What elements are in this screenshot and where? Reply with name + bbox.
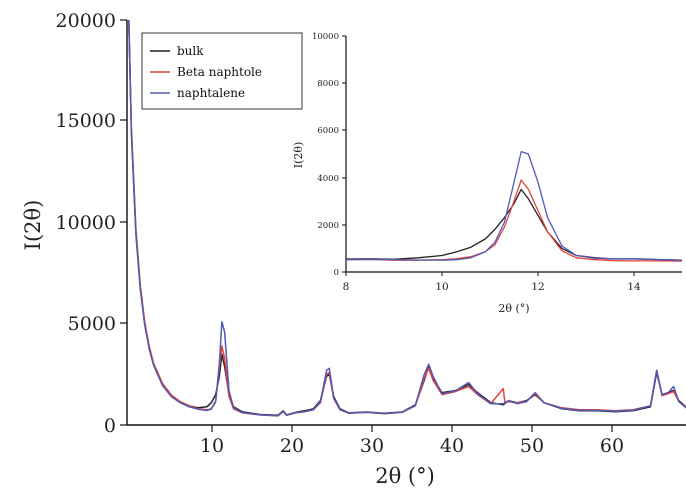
inset-x-tick-label: 8: [343, 281, 350, 293]
legend-label-beta-naphtole: Beta naphtole: [177, 65, 262, 79]
main-x-axis-title: 2θ (°): [375, 464, 435, 488]
inset-background: [346, 36, 683, 273]
inset-y-axis-title: I(2θ): [292, 142, 305, 169]
inset-x-axis-title: 2θ (°): [498, 302, 529, 315]
inset-series-group: [345, 150, 683, 262]
main-y-tick-labels: 0 5000 10000 15000 20000: [56, 10, 116, 437]
main-y-ticks: [120, 19, 127, 426]
inset-y-tick-labels: 0 2000 4000 6000 8000 10000: [312, 32, 339, 278]
inset-y-tick-label: 0: [334, 268, 339, 278]
legend-box: [141, 32, 303, 110]
main-y-tick-label: 0: [104, 415, 116, 437]
main-x-tick-label: 60: [600, 435, 624, 457]
main-x-tick-label: 30: [360, 435, 384, 457]
main-x-ticks: [211, 425, 613, 432]
main-y-axis-title: I(2θ): [21, 200, 45, 251]
main-y-tick-label: 15000: [56, 110, 116, 132]
inset-y-ticks: [342, 35, 346, 273]
main-series-group: [128, 19, 686, 417]
inset-y-tick-label: 10000: [312, 32, 339, 42]
main-y-tick-label: 5000: [68, 313, 116, 335]
main-x-tick-label: 10: [200, 435, 224, 457]
inset-x-tick-labels: 8 10 12 14: [343, 281, 641, 293]
inset-y-tick-label: 2000: [317, 221, 339, 231]
main-plot: 0 5000 10000 15000 20000 10 20 30 40 50 …: [21, 10, 686, 488]
inset-x-tick-label: 14: [627, 281, 641, 293]
main-y-tick-label: 20000: [56, 10, 116, 32]
legend: bulk Beta naphtole naphtalene: [141, 32, 303, 110]
main-x-tick-label: 50: [520, 435, 544, 457]
legend-label-bulk: bulk: [177, 44, 204, 58]
main-x-tick-label: 40: [440, 435, 464, 457]
inset-y-tick-label: 6000: [317, 126, 339, 136]
main-y-tick-label: 10000: [56, 212, 116, 234]
inset-plot: 0 2000 4000 6000 8000 10000 8 10 12 14 2…: [292, 32, 683, 315]
inset-y-tick-label: 8000: [317, 79, 339, 89]
inset-x-ticks: [345, 272, 635, 276]
main-x-tick-labels: 10 20 30 40 50 60: [200, 435, 624, 457]
inset-series-naphtalene: [345, 150, 683, 261]
inset-x-tick-label: 10: [435, 281, 448, 293]
inset-x-tick-label: 12: [531, 281, 544, 293]
legend-label-naphtalene: naphtalene: [177, 86, 245, 100]
main-x-tick-label: 20: [280, 435, 304, 457]
main-series-naphtalene: [128, 19, 686, 417]
inset-y-tick-label: 4000: [317, 174, 339, 184]
